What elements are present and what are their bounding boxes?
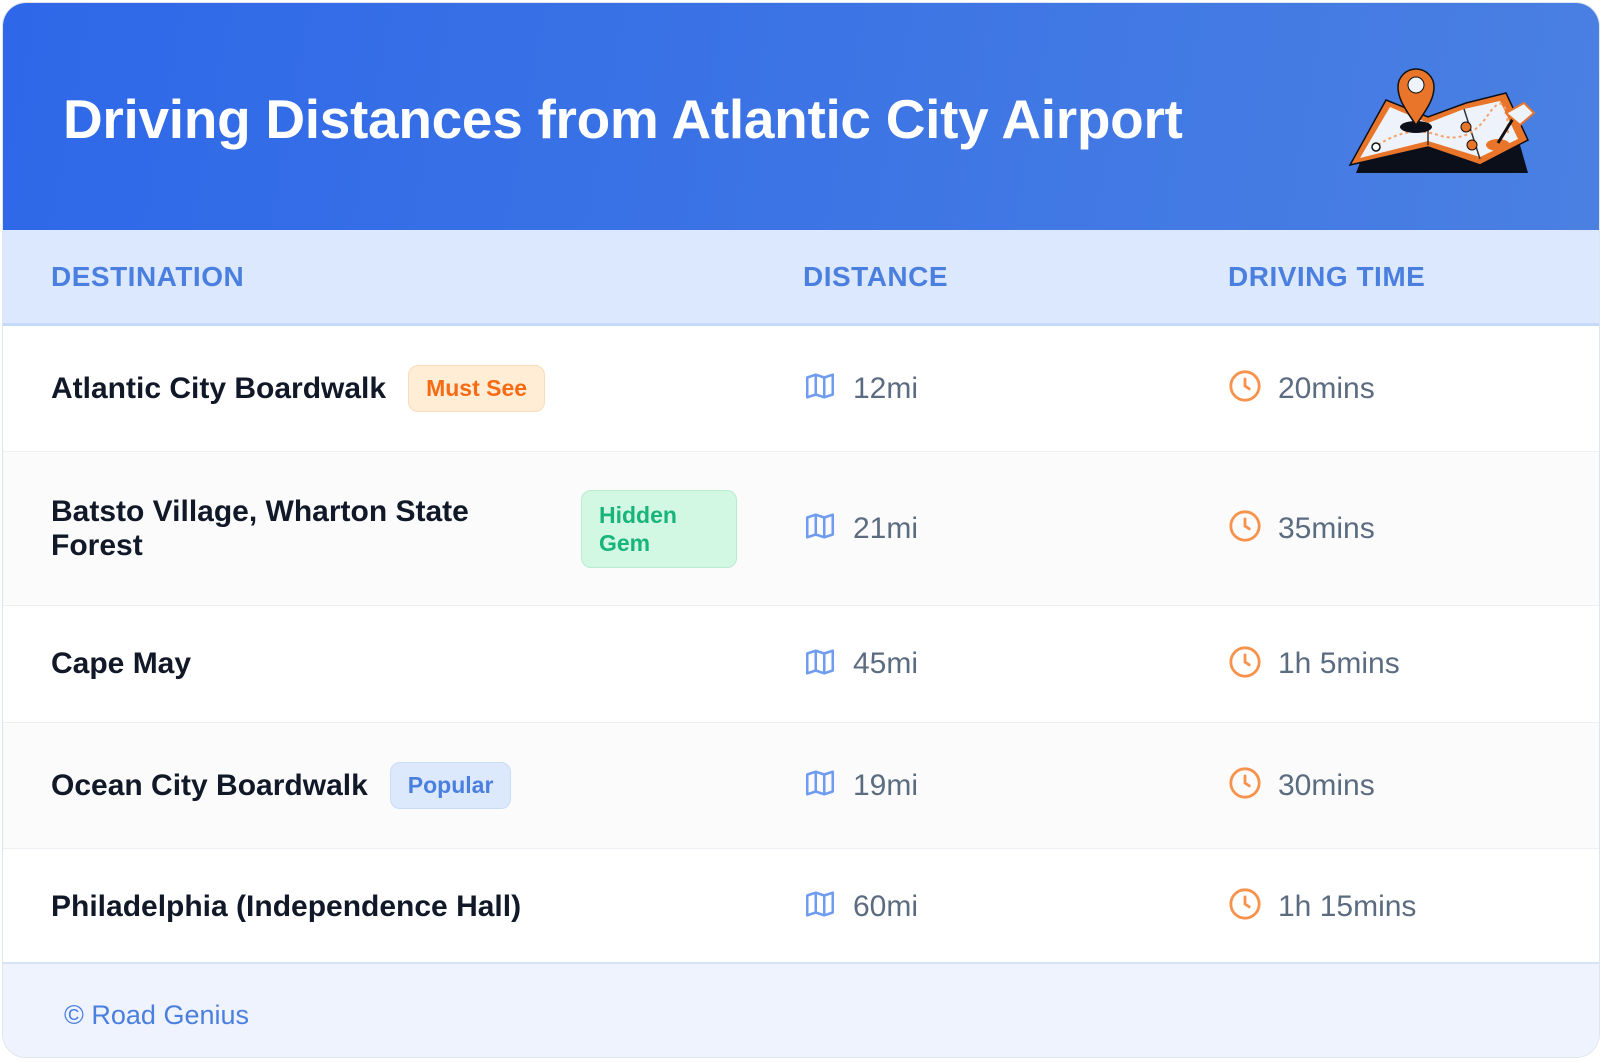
clock-icon bbox=[1228, 369, 1262, 408]
table-row: Atlantic City Boardwalk Must See 12mi 20m… bbox=[3, 326, 1599, 452]
map-icon bbox=[803, 645, 837, 684]
badge-pop: Popular bbox=[389, 762, 512, 809]
footer: © Road Genius bbox=[3, 962, 1599, 1057]
page-title: Driving Distances from Atlantic City Air… bbox=[63, 88, 1183, 150]
driving-time-value: 1h 15mins bbox=[1278, 889, 1417, 923]
clock-icon bbox=[1228, 509, 1262, 548]
driving-time-value: 30mins bbox=[1278, 768, 1375, 802]
clock-icon bbox=[1228, 766, 1262, 805]
distance-value: 60mi bbox=[853, 889, 919, 923]
distance-value: 12mi bbox=[853, 371, 919, 405]
map-icon bbox=[803, 766, 837, 805]
destination-name: Ocean City Boardwalk bbox=[51, 768, 368, 802]
driving-time-value: 35mins bbox=[1278, 511, 1375, 545]
badge-gem: Hidden Gem bbox=[581, 489, 737, 568]
distance-value: 19mi bbox=[853, 768, 919, 802]
destination-name: Philadelphia (Independence Hall) bbox=[51, 889, 522, 923]
driving-time-value: 20mins bbox=[1278, 371, 1375, 405]
table-header: DESTINATION DISTANCE DRIVING TIME bbox=[3, 230, 1599, 326]
table-row: Philadelphia (Independence Hall) 60mi 1h… bbox=[3, 849, 1599, 965]
destination-name: Atlantic City Boardwalk bbox=[51, 371, 387, 405]
map-icon bbox=[803, 509, 837, 548]
table-row: Ocean City Boardwalk Popular 19mi 30mins bbox=[3, 723, 1599, 849]
map-icon bbox=[803, 369, 837, 408]
header: Driving Distances from Atlantic City Air… bbox=[3, 3, 1599, 230]
badge-must: Must See bbox=[408, 365, 546, 412]
distance-value: 21mi bbox=[853, 511, 919, 545]
distance-value: 45mi bbox=[853, 647, 919, 680]
table-row: Cape May 45mi 1h 5mins bbox=[3, 606, 1599, 723]
destination-name: Cape May bbox=[51, 647, 192, 680]
column-header-destination: DESTINATION bbox=[51, 260, 245, 292]
driving-time-value: 1h 5mins bbox=[1278, 647, 1400, 680]
table-body: Atlantic City Boardwalk Must See 12mi 20m… bbox=[3, 326, 1599, 965]
clock-icon bbox=[1228, 645, 1262, 684]
destination-name: Batsto Village, Wharton State Forest bbox=[51, 494, 469, 562]
folded-map-with-pin-icon bbox=[1348, 68, 1536, 173]
copyright-text: © Road Genius bbox=[64, 1000, 249, 1030]
clock-icon bbox=[1228, 887, 1262, 926]
table-row: Batsto Village, Wharton State Forest Hidd… bbox=[3, 452, 1599, 606]
column-header-driving-time: DRIVING TIME bbox=[1228, 260, 1426, 292]
column-header-distance: DISTANCE bbox=[803, 260, 949, 292]
map-icon bbox=[803, 887, 837, 926]
